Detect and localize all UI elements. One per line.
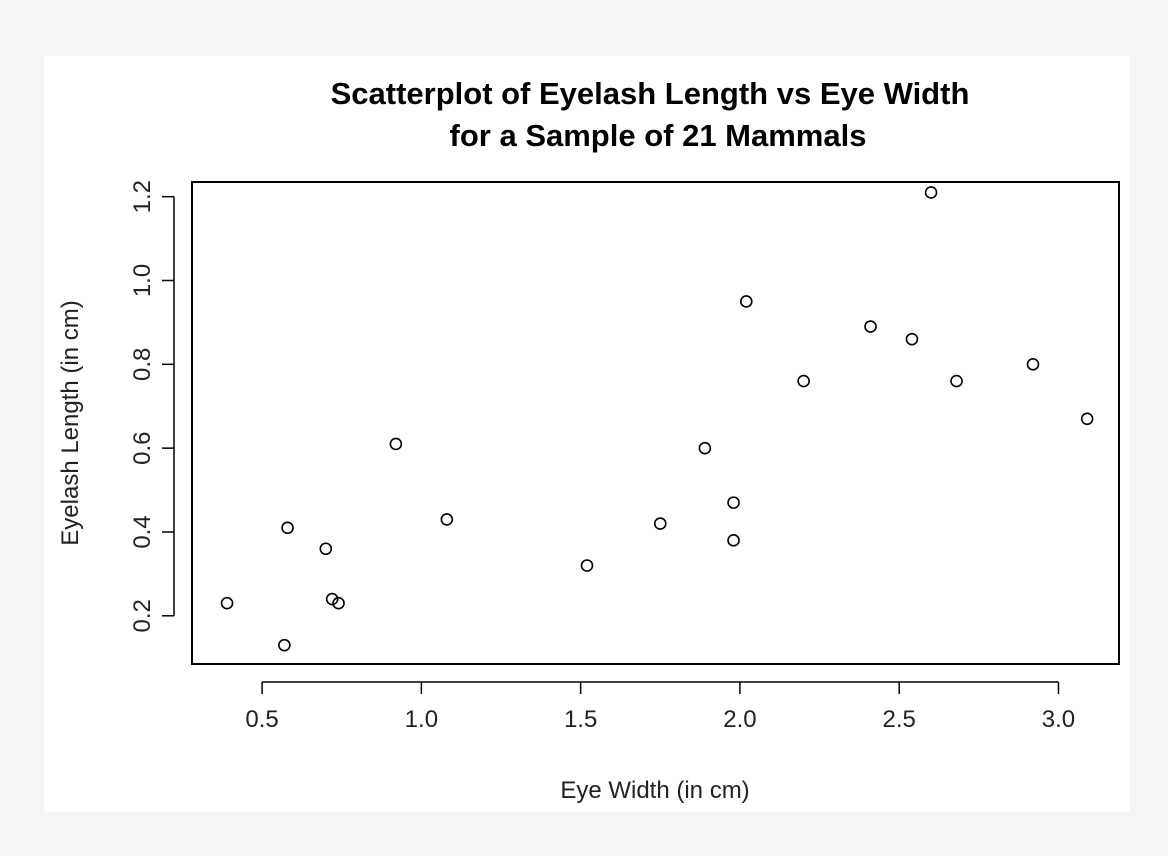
x-axis: 0.5 1.0 1.5 2.0 2.5 3.0 xyxy=(245,681,1075,733)
x-tick-label: 0.5 xyxy=(245,706,278,733)
scatter-chart: Scatterplot of Eyelash Length vs Eye Wid… xyxy=(57,76,1120,804)
data-point xyxy=(797,374,810,388)
data-point xyxy=(1026,358,1040,371)
chart-panel: Scatterplot of Eyelash Length vs Eye Wid… xyxy=(44,56,1130,812)
x-tick-label: 3.0 xyxy=(1042,706,1075,733)
data-point xyxy=(325,592,339,606)
data-point xyxy=(653,517,667,530)
data-point xyxy=(950,374,963,388)
data-point xyxy=(924,186,938,199)
data-point xyxy=(278,638,291,652)
data-point xyxy=(580,559,594,572)
data-point xyxy=(440,513,454,526)
data-point xyxy=(698,441,712,455)
y-tick-label: 0.2 xyxy=(129,599,156,632)
data-point xyxy=(332,596,345,610)
y-tick-label: 0.6 xyxy=(129,431,156,464)
x-tick-label: 2.0 xyxy=(723,706,756,733)
data-point xyxy=(727,496,740,509)
data-point xyxy=(727,534,740,547)
x-tick-label: 2.5 xyxy=(883,706,916,733)
plot-frame xyxy=(191,181,1120,665)
chart-title-line-1: Scatterplot of Eyelash Length vs Eye Wid… xyxy=(331,76,970,111)
y-tick-label: 1.2 xyxy=(129,180,156,213)
y-axis: 0.2 0.4 0.6 0.8 1.0 1.2 xyxy=(129,180,175,632)
y-tick-label: 0.8 xyxy=(129,348,156,381)
data-point xyxy=(389,437,403,451)
data-points xyxy=(220,186,1094,652)
y-tick-label: 1.0 xyxy=(129,264,156,297)
data-point xyxy=(220,596,234,610)
x-axis-label: Eye Width (in cm) xyxy=(560,777,749,804)
y-axis-label: Eyelash Length (in cm) xyxy=(57,300,84,545)
data-point xyxy=(905,332,919,346)
y-tick-label: 0.4 xyxy=(129,515,156,548)
data-point xyxy=(739,295,753,308)
data-point xyxy=(1080,412,1094,426)
data-point xyxy=(864,320,877,333)
data-point xyxy=(281,521,294,535)
x-tick-label: 1.0 xyxy=(405,706,438,733)
chart-title-line-2: for a Sample of 21 Mammals xyxy=(450,118,867,153)
data-point xyxy=(319,542,333,556)
x-tick-label: 1.5 xyxy=(564,706,597,733)
